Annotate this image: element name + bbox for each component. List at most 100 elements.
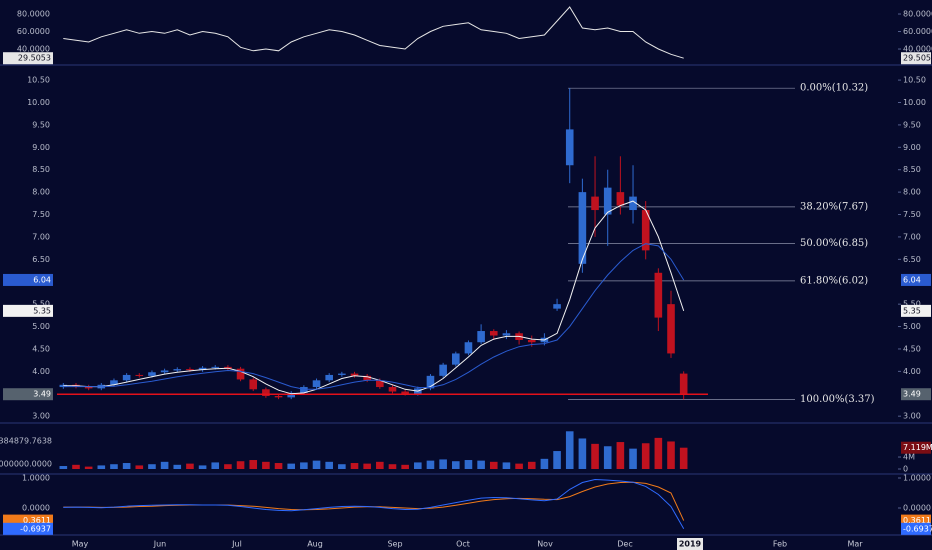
y-tick-label: 0.0000 <box>22 504 50 513</box>
volume-bar <box>72 464 80 470</box>
value-box <box>3 304 53 317</box>
left-axis-label: -60000000.0000 <box>0 460 52 469</box>
value-box-label: -0.6937 <box>903 524 932 533</box>
volume-bar <box>274 463 283 470</box>
candle-body <box>439 364 447 376</box>
y-tick-label: 80.0000 <box>903 10 932 19</box>
value-box <box>901 441 931 454</box>
y-tick-label: 8.00 <box>32 188 50 197</box>
volume-bar <box>160 461 169 470</box>
candle-body <box>629 196 637 211</box>
value-box-label: 29.5053 <box>903 54 932 63</box>
y-tick-label: 4M <box>903 453 915 462</box>
y-tick-label: 6.50 <box>32 255 50 264</box>
candle-body <box>654 272 663 318</box>
candle-body <box>198 367 207 371</box>
volume-bar <box>224 464 232 470</box>
volume-bar <box>667 441 675 470</box>
volume-bar <box>515 463 523 470</box>
y-tick-label: 5.00 <box>903 322 921 331</box>
y-tick-label: 9.00 <box>903 143 921 152</box>
candle-body <box>464 342 473 354</box>
volume-bar <box>464 460 473 470</box>
y-tick-label: 5.00 <box>32 322 50 331</box>
volume-bar <box>553 451 561 470</box>
volume-bar <box>376 461 384 470</box>
candle-body <box>616 192 625 206</box>
x-tick-label: Sep <box>387 540 402 549</box>
y-tick-label: 7.00 <box>903 232 921 241</box>
volume-bar <box>262 461 270 470</box>
candle-body <box>84 386 93 389</box>
volume-bar <box>211 462 220 470</box>
y-tick-label: 7.50 <box>32 210 50 219</box>
x-tick-label: Aug <box>307 540 323 549</box>
candle-body <box>451 353 460 365</box>
candle-body <box>135 374 144 376</box>
candle-body <box>287 392 296 398</box>
volume-bar <box>300 462 308 470</box>
candle-body <box>122 374 131 381</box>
volume-bar <box>603 446 612 470</box>
y-tick-label: 5.50 <box>32 300 50 309</box>
x-tick-label: Oct <box>456 540 470 549</box>
volume-bar <box>401 464 409 470</box>
value-box-label: 7.119M <box>903 443 932 452</box>
y-tick-label: 9.50 <box>903 120 921 129</box>
volume-bar <box>148 464 156 470</box>
volume-bar <box>236 461 245 470</box>
y-tick-label: 60.0000 <box>903 27 932 36</box>
candle-body <box>363 375 371 381</box>
x-label-box <box>677 538 703 550</box>
volume-bar <box>477 460 485 470</box>
indicator-line <box>63 200 685 395</box>
value-box <box>3 388 53 401</box>
y-tick-label: 0.0000 <box>903 504 931 513</box>
volume-bar <box>451 461 460 470</box>
volume-bar <box>350 463 359 470</box>
y-tick-label: 0 <box>903 465 908 474</box>
volume-bar <box>186 463 194 470</box>
value-box <box>901 522 931 535</box>
y-tick-label: 6.50 <box>903 255 921 264</box>
fib-label: 38.20%(7.67) <box>800 201 868 212</box>
volume-bar <box>363 463 371 470</box>
candle-body <box>426 375 435 389</box>
y-tick-label: 4.50 <box>903 344 921 353</box>
volume-bar <box>439 459 447 470</box>
candle-body <box>591 196 599 211</box>
value-box-label: 0.3611 <box>903 516 931 525</box>
volume-bar <box>173 464 182 470</box>
candle-body <box>527 339 536 343</box>
volume-bar <box>502 462 511 470</box>
candle-body <box>603 187 612 215</box>
candle-body <box>565 129 574 166</box>
value-box-label: 3.49 <box>903 390 921 399</box>
y-tick-label: 8.50 <box>903 165 921 174</box>
x-tick-label: 2019 <box>679 540 702 549</box>
volume-bar <box>312 460 321 470</box>
x-tick-label: Jun <box>153 540 167 549</box>
candle-body <box>388 387 397 392</box>
value-box <box>3 273 53 286</box>
left-axis-label: -40384879.7638 <box>0 437 52 446</box>
fib-label: 100.00%(3.37) <box>800 394 875 405</box>
volume-bar <box>654 437 663 470</box>
candle-body <box>401 391 409 394</box>
value-box-label: 29.5053 <box>18 54 51 63</box>
value-box <box>3 522 53 535</box>
y-tick-label: 10.00 <box>27 98 50 107</box>
volume-bar <box>426 460 435 470</box>
volume-bar <box>565 431 574 470</box>
value-box <box>901 52 931 65</box>
candle-body <box>553 304 561 309</box>
y-tick-label: 3.00 <box>903 412 921 421</box>
volume-bar <box>616 442 625 470</box>
y-tick-label: 80.0000 <box>17 10 50 19</box>
candle-body <box>679 373 688 395</box>
x-tick-label: Feb <box>773 540 787 549</box>
x-tick-label: Dec <box>617 540 632 549</box>
y-tick-label: 7.00 <box>32 232 50 241</box>
volume-bar <box>122 463 131 470</box>
volume-bar <box>578 438 587 470</box>
